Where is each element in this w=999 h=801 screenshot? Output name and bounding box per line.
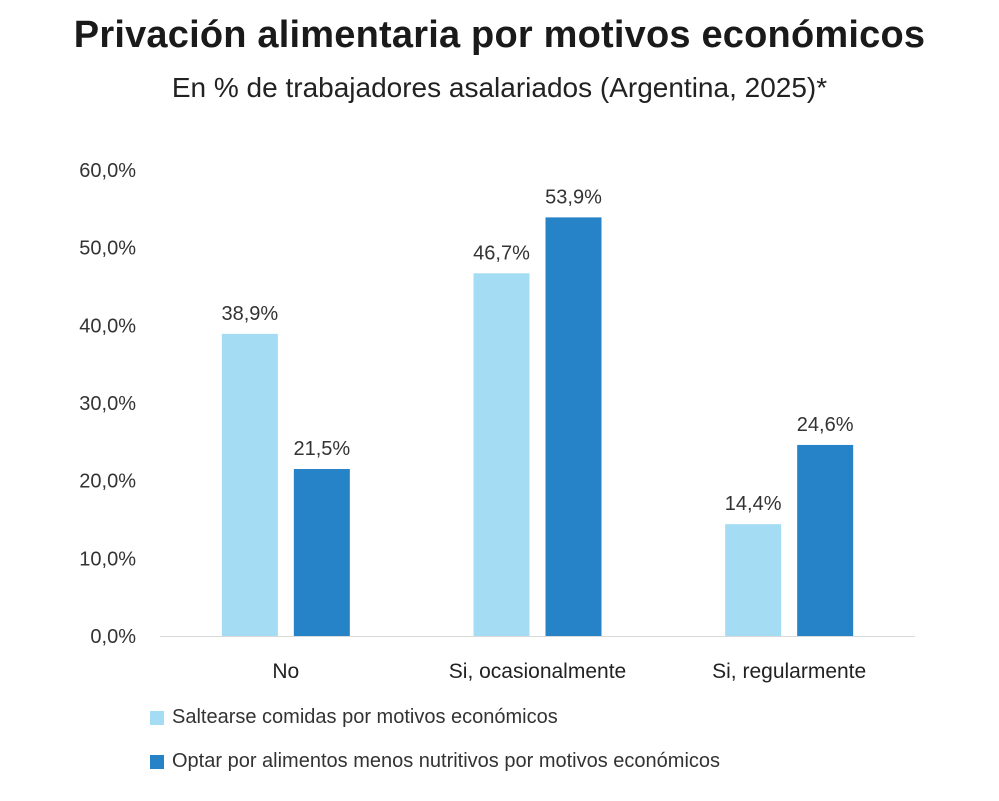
y-tick-label: 30,0% — [79, 393, 136, 415]
data-label: 14,4% — [725, 493, 782, 515]
data-label: 53,9% — [545, 186, 602, 208]
y-tick-label: 40,0% — [79, 315, 136, 337]
bar — [473, 273, 530, 636]
category-label: Si, ocasionalmente — [449, 660, 626, 683]
category-label: No — [272, 660, 299, 683]
bar — [725, 524, 782, 636]
data-label: 46,7% — [473, 242, 530, 264]
data-label: 21,5% — [293, 438, 350, 460]
legend-label-saltearse: Saltearse comidas por motivos económicos — [172, 706, 558, 728]
y-tick-label: 10,0% — [79, 548, 136, 570]
y-tick-label: 20,0% — [79, 471, 136, 493]
bar — [293, 469, 350, 636]
bar — [545, 217, 602, 637]
legend-swatch-optar — [150, 754, 164, 769]
chart-title: Privación alimentaria por motivos económ… — [73, 14, 926, 56]
category-label: Si, regularmente — [712, 660, 866, 683]
legend-swatch-saltearse — [150, 710, 164, 725]
legend-item-saltearse: Saltearse comidas por motivos económicos — [150, 706, 558, 729]
legend-label-optar: Optar por alimentos menos nutritivos por… — [172, 750, 721, 772]
y-tick-label: 0,0% — [90, 626, 136, 648]
legend-item-optar: Optar por alimentos menos nutritivos por… — [150, 750, 720, 773]
y-tick-label: 50,0% — [79, 238, 136, 260]
bar — [221, 333, 278, 636]
data-label: 38,9% — [221, 303, 278, 325]
data-label: 24,6% — [797, 414, 854, 436]
bar — [797, 444, 854, 636]
chart-subtitle: En % de trabajadores asalariados (Argent… — [171, 72, 828, 103]
y-tick-label: 60,0% — [79, 160, 136, 182]
